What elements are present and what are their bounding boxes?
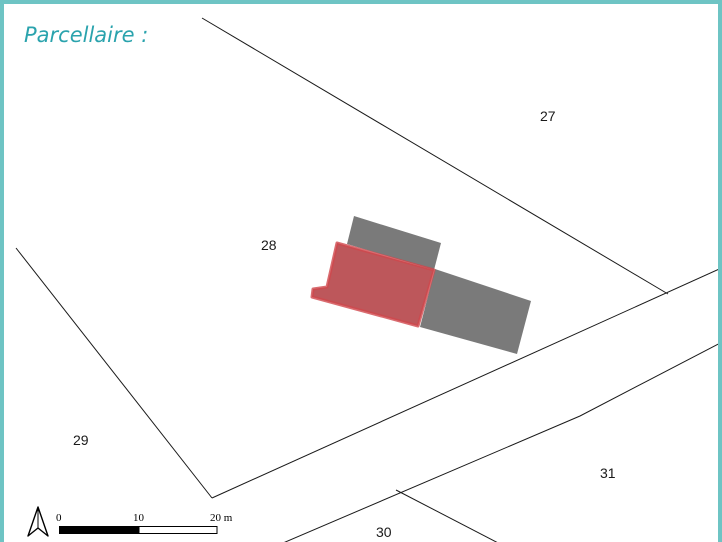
parcel-boundaries: [15, 17, 718, 542]
boundary-28-29: [15, 247, 213, 499]
scale-bar: 0 10 20 m: [56, 512, 233, 534]
scale-label-20m: 20 m: [210, 512, 233, 524]
scale-segment-10-20: [138, 526, 218, 534]
map-title: Parcellaire :: [22, 23, 151, 48]
parcel-label-30: 30: [376, 524, 392, 540]
existing-building-east: [420, 269, 531, 354]
cadastral-map[interactable]: 27 28 29 30 31 0 10 20 m: [4, 4, 722, 542]
north-arrow-icon: [27, 506, 49, 537]
boundary-30-31: [395, 489, 498, 542]
scale-label-0: 0: [56, 512, 62, 524]
road-north-edge: [211, 269, 718, 499]
road-south-edge: [284, 343, 718, 542]
parcel-label-28: 28: [261, 237, 277, 253]
project-building[interactable]: [310, 241, 436, 328]
boundary-27-28: [201, 17, 669, 295]
existing-buildings: [347, 216, 531, 354]
parcel-label-27: 27: [540, 108, 556, 124]
existing-building-north: [347, 216, 441, 270]
parcel-label-31: 31: [600, 465, 616, 481]
scale-label-10: 10: [133, 512, 145, 524]
scale-segment-0-10: [59, 526, 139, 534]
parcel-label-29: 29: [73, 432, 89, 448]
